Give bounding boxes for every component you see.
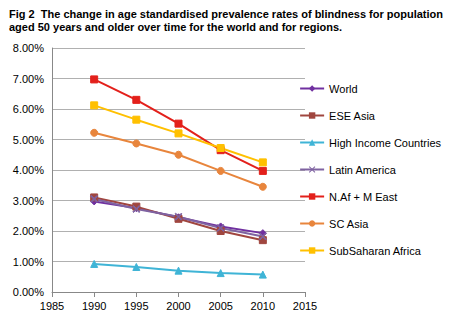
svg-text:8.00%: 8.00%: [13, 42, 44, 54]
svg-text:1985: 1985: [40, 300, 64, 312]
svg-text:2010: 2010: [251, 300, 275, 312]
svg-text:7.00%: 7.00%: [13, 73, 44, 85]
svg-text:SC Asia: SC Asia: [329, 218, 369, 230]
svg-text:N.Af + M East: N.Af + M East: [329, 191, 397, 203]
svg-text:aged 50 years and older over t: aged 50 years and older over time for th…: [9, 21, 342, 33]
svg-text:5.00%: 5.00%: [13, 134, 44, 146]
svg-text:World: World: [329, 83, 358, 95]
svg-text:1995: 1995: [124, 300, 148, 312]
svg-text:6.00%: 6.00%: [13, 103, 44, 115]
svg-text:0.00%: 0.00%: [13, 286, 44, 298]
svg-text:4.00%: 4.00%: [13, 164, 44, 176]
svg-text:2005: 2005: [208, 300, 232, 312]
svg-text:High Income Countries: High Income Countries: [329, 137, 441, 149]
svg-text:1.00%: 1.00%: [13, 256, 44, 268]
svg-text:2.00%: 2.00%: [13, 225, 44, 237]
svg-text:2015: 2015: [293, 300, 317, 312]
svg-text:2000: 2000: [166, 300, 190, 312]
svg-text:ESE Asia: ESE Asia: [329, 110, 376, 122]
svg-text:SubSaharan Africa: SubSaharan Africa: [329, 245, 422, 257]
svg-text:Fig 2 The change in age stand: Fig 2 The change in age standardised pre…: [9, 8, 446, 20]
svg-text:Latin America: Latin America: [329, 164, 397, 176]
svg-text:1990: 1990: [82, 300, 106, 312]
svg-text:3.00%: 3.00%: [13, 195, 44, 207]
